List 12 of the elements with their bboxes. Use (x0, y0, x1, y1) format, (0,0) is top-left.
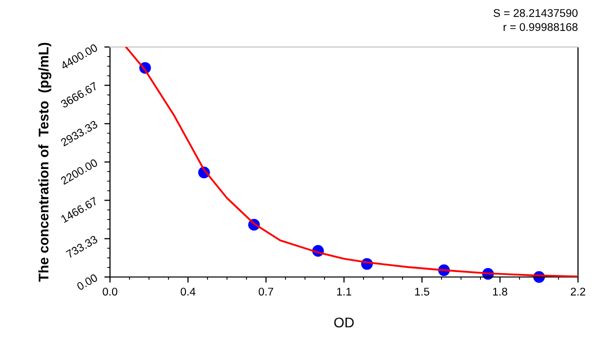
x-tick-label: 0.7 (258, 288, 274, 296)
x-tick-label: 0.4 (180, 288, 196, 296)
x-tick-label: 2.2 (570, 288, 586, 296)
y-axis-title: The concentration of Testo (pg/mL) (38, 42, 52, 282)
x-tick-label: 1.1 (337, 288, 352, 296)
text: S = 28.21437590 (494, 9, 578, 17)
x-tick-label: 0.0 (102, 288, 118, 296)
text: r = 0.99988168 (504, 23, 578, 31)
x-tick-label: 1.8 (493, 288, 508, 296)
y-tick-label: 0.00 (76, 273, 98, 291)
x-tick-label: 1.5 (415, 288, 430, 296)
x-axis-title: OD (334, 318, 354, 328)
